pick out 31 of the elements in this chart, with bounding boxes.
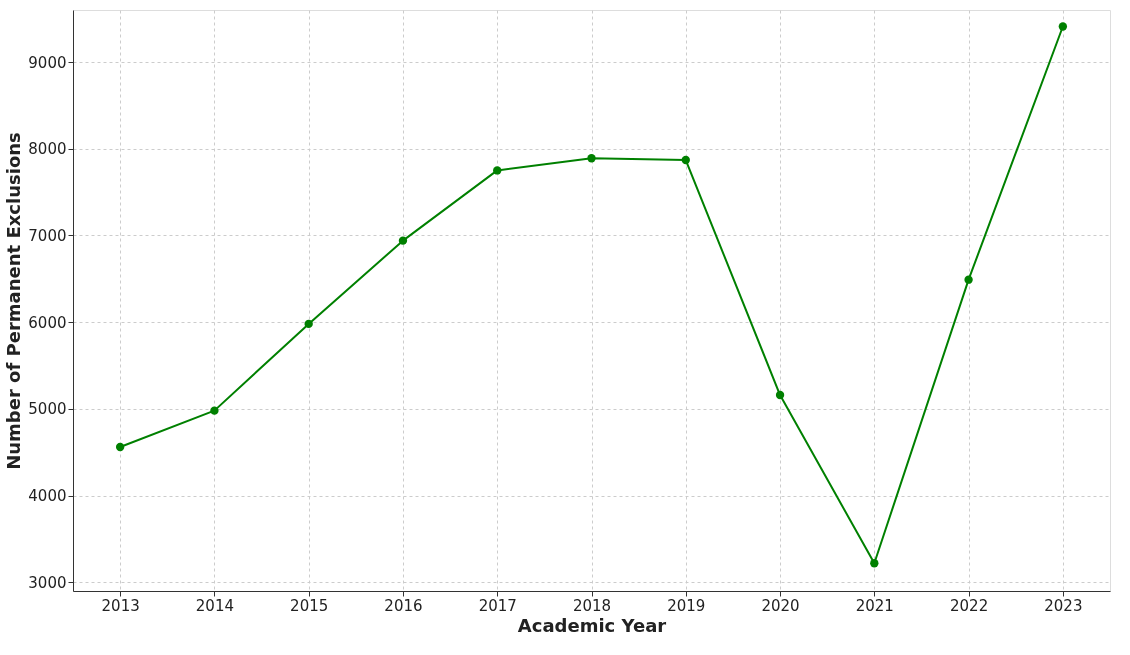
point xyxy=(1058,22,1068,31)
y-tick-label: 5000 xyxy=(28,400,67,419)
y-tick-label: 9000 xyxy=(28,53,67,72)
x-tick-label: 2015 xyxy=(290,596,329,615)
y-tick-label: 3000 xyxy=(28,573,67,592)
point xyxy=(587,154,596,163)
x-tick-label: 2022 xyxy=(950,596,989,615)
x-axis-title: Academic Year xyxy=(517,614,667,636)
point xyxy=(964,275,973,284)
y-tick-label: 6000 xyxy=(28,313,67,332)
point xyxy=(304,319,313,329)
point xyxy=(870,559,879,568)
x-tick-label: 2014 xyxy=(195,596,234,615)
point xyxy=(493,166,502,175)
point xyxy=(398,236,408,245)
y-tick-label: 7000 xyxy=(28,226,67,245)
x-tick-label: 2023 xyxy=(1044,596,1083,615)
point xyxy=(210,406,219,415)
point xyxy=(681,155,690,165)
point xyxy=(115,442,125,452)
x-tick-label: 2013 xyxy=(101,596,140,615)
x-tick-label: 2020 xyxy=(761,596,800,615)
x-tick-label: 2017 xyxy=(478,596,517,615)
point xyxy=(775,390,785,400)
x-tick-label: 2019 xyxy=(667,596,706,615)
y-tick-label: 8000 xyxy=(28,140,67,159)
x-tick-label: 2021 xyxy=(855,596,894,615)
y-tick-label: 4000 xyxy=(28,487,67,506)
x-tick-label: 2016 xyxy=(384,596,423,615)
y-axis-title: Number of Permanent Exclusions xyxy=(3,132,25,470)
x-tick-label: 2018 xyxy=(572,596,612,615)
